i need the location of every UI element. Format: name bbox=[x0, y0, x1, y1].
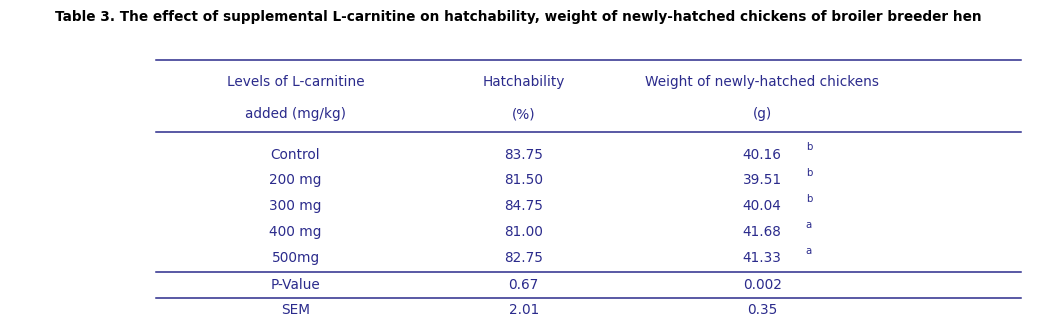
Text: b: b bbox=[806, 168, 812, 178]
Text: P-Value: P-Value bbox=[271, 278, 320, 292]
Text: 0.002: 0.002 bbox=[742, 278, 782, 292]
Text: 200 mg: 200 mg bbox=[270, 173, 321, 187]
Text: SEM: SEM bbox=[281, 303, 310, 317]
Text: Hatchability: Hatchability bbox=[482, 75, 565, 89]
Text: b: b bbox=[806, 194, 812, 204]
Text: a: a bbox=[806, 220, 812, 230]
Text: 400 mg: 400 mg bbox=[270, 225, 321, 239]
Text: 81.50: 81.50 bbox=[504, 173, 543, 187]
Text: 82.75: 82.75 bbox=[504, 251, 543, 265]
Text: 40.16: 40.16 bbox=[742, 147, 782, 162]
Text: 84.75: 84.75 bbox=[504, 199, 543, 213]
Text: Table 3. The effect of supplemental L-carnitine on hatchability, weight of newly: Table 3. The effect of supplemental L-ca… bbox=[55, 10, 982, 24]
Text: 0.35: 0.35 bbox=[747, 303, 778, 317]
Text: 500mg: 500mg bbox=[272, 251, 319, 265]
Text: 39.51: 39.51 bbox=[742, 173, 782, 187]
Text: 41.33: 41.33 bbox=[742, 251, 782, 265]
Text: 41.68: 41.68 bbox=[742, 225, 782, 239]
Text: added (mg/kg): added (mg/kg) bbox=[245, 107, 346, 121]
Text: Levels of L-carnitine: Levels of L-carnitine bbox=[227, 75, 364, 89]
Text: 81.00: 81.00 bbox=[504, 225, 543, 239]
Text: (%): (%) bbox=[512, 107, 535, 121]
Text: b: b bbox=[806, 142, 812, 153]
Text: Control: Control bbox=[271, 147, 320, 162]
Text: 83.75: 83.75 bbox=[504, 147, 543, 162]
Text: 0.67: 0.67 bbox=[508, 278, 539, 292]
Text: 2.01: 2.01 bbox=[508, 303, 539, 317]
Text: 300 mg: 300 mg bbox=[270, 199, 321, 213]
Text: a: a bbox=[806, 245, 812, 256]
Text: Weight of newly-hatched chickens: Weight of newly-hatched chickens bbox=[645, 75, 879, 89]
Text: 40.04: 40.04 bbox=[742, 199, 782, 213]
Text: (g): (g) bbox=[753, 107, 772, 121]
